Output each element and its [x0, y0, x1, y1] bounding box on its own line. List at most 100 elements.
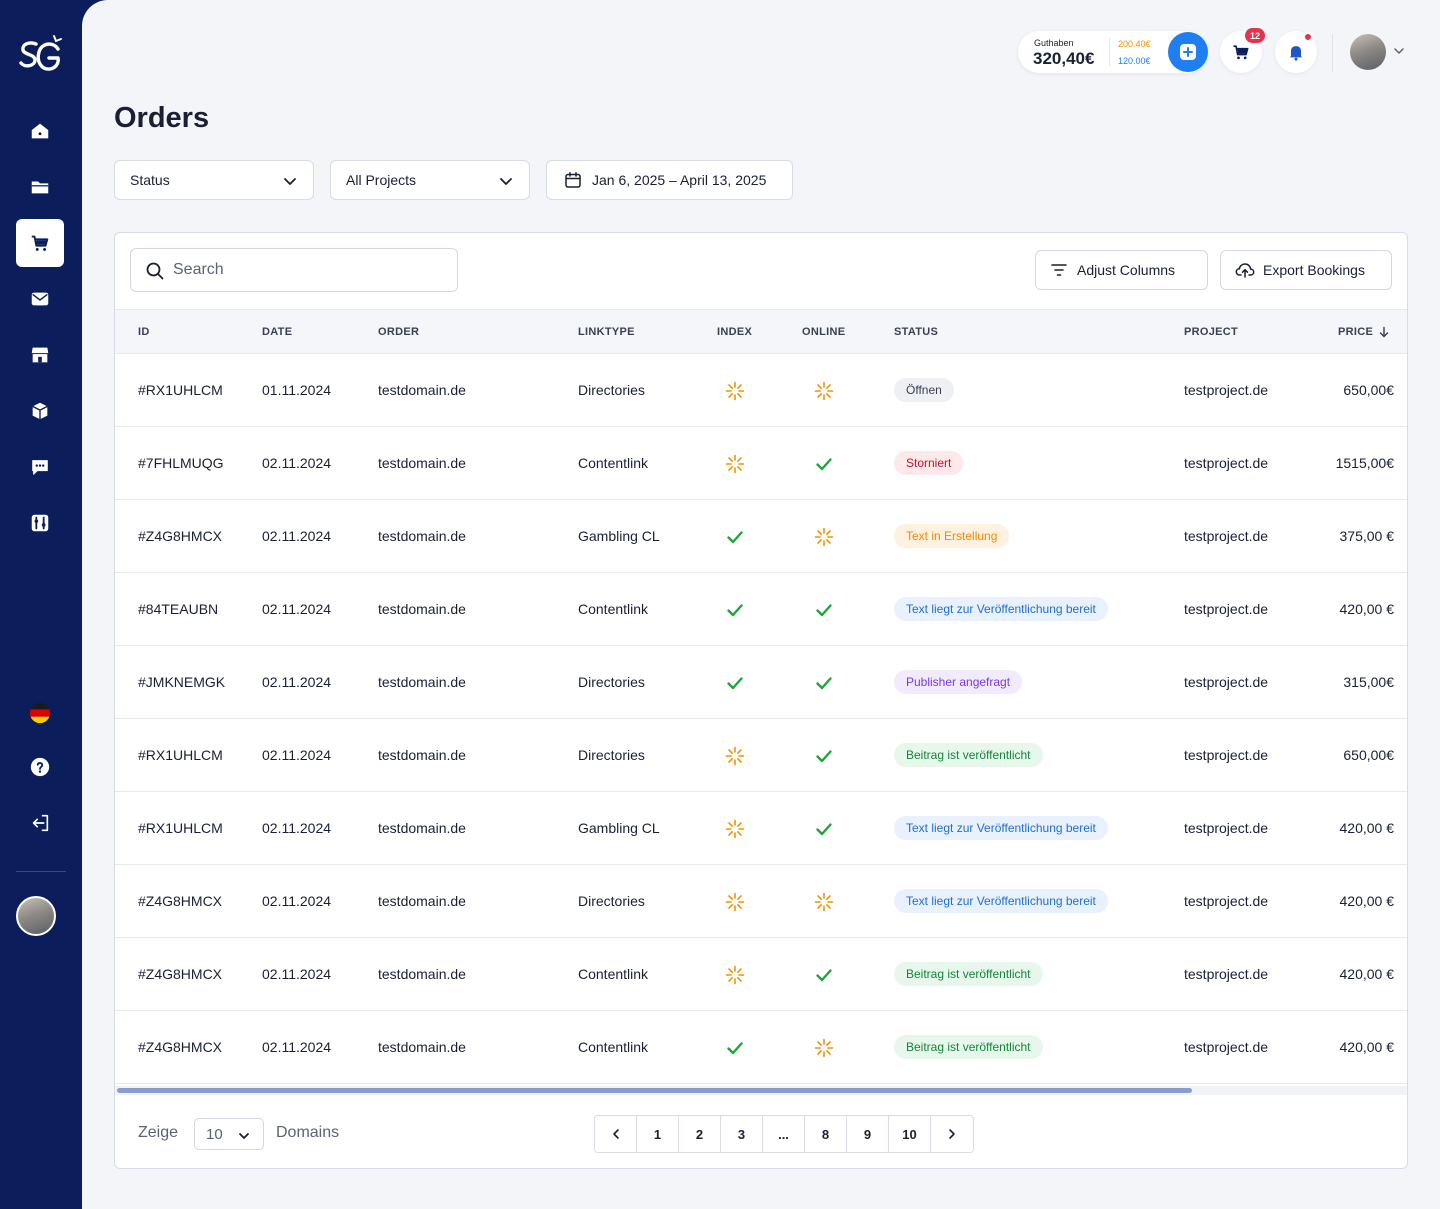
order-project[interactable]: testproject.de [1184, 893, 1269, 909]
nav-projects[interactable] [16, 163, 64, 211]
bell-icon [1289, 46, 1303, 61]
chat-icon [32, 460, 48, 475]
table-row[interactable]: #84TEAUBN 02.11.2024 testdomain.de Contentl… [115, 573, 1407, 646]
per-page-select[interactable]: 10 [194, 1118, 264, 1150]
order-id[interactable]: #Z4G8HMCX [138, 893, 223, 909]
nav-packages[interactable] [16, 387, 64, 435]
nav-home[interactable] [16, 107, 64, 155]
col-project[interactable]: PROJECT [1184, 326, 1239, 338]
order-domain[interactable]: testdomain.de [378, 966, 466, 982]
status-filter[interactable]: Status [114, 160, 314, 200]
help-button[interactable] [16, 743, 64, 791]
user-avatar[interactable] [1350, 34, 1386, 70]
order-id[interactable]: #Z4G8HMCX [138, 966, 223, 982]
page-button[interactable]: 8 [805, 1116, 847, 1152]
prev-page-button[interactable] [595, 1116, 637, 1152]
search-input[interactable] [173, 261, 457, 279]
next-page-button[interactable] [931, 1116, 973, 1152]
order-id[interactable]: #84TEAUBN [138, 601, 219, 617]
order-domain[interactable]: testdomain.de [378, 601, 466, 617]
order-id[interactable]: #RX1UHLCM [138, 820, 223, 836]
table-row[interactable]: #RX1UHLCM 01.11.2024 testdomain.de Director… [115, 354, 1407, 427]
order-domain[interactable]: testdomain.de [378, 674, 466, 690]
sidebar-avatar[interactable] [16, 896, 56, 936]
col-status[interactable]: STATUS [894, 326, 939, 338]
order-price: 420,00 € [1339, 820, 1395, 836]
order-project[interactable]: testproject.de [1184, 528, 1269, 544]
nav-orders[interactable] [16, 219, 64, 267]
horizontal-scrollbar[interactable] [115, 1086, 1407, 1095]
col-online[interactable]: ONLINE [802, 326, 846, 338]
language-switch[interactable] [16, 689, 64, 737]
table-row[interactable]: #Z4G8HMCX 02.11.2024 testdomain.de Director… [115, 865, 1407, 938]
notifications-button[interactable] [1275, 31, 1317, 73]
table-row[interactable]: #Z4G8HMCX 02.11.2024 testdomain.de Contentl… [115, 1011, 1407, 1084]
sg-logo[interactable] [18, 32, 64, 78]
order-project[interactable]: testproject.de [1184, 674, 1269, 690]
col-price[interactable]: PRICE [1338, 326, 1390, 338]
order-date: 01.11.2024 [262, 382, 332, 398]
chevron-down-icon[interactable] [1393, 45, 1405, 57]
order-id[interactable]: #Z4G8HMCX [138, 1039, 223, 1055]
col-date[interactable]: DATE [262, 326, 293, 338]
order-project[interactable]: testproject.de [1184, 1039, 1269, 1055]
loading-spinner-icon [814, 892, 834, 912]
check-icon [814, 600, 834, 620]
order-id[interactable]: #RX1UHLCM [138, 747, 223, 763]
logout-button[interactable] [16, 799, 64, 847]
project-filter[interactable]: All Projects [330, 160, 530, 200]
order-project[interactable]: testproject.de [1184, 382, 1269, 398]
order-domain[interactable]: testdomain.de [378, 893, 466, 909]
nav-messages[interactable] [16, 275, 64, 323]
chevron-down-icon [500, 178, 512, 185]
order-id[interactable]: #RX1UHLCM [138, 382, 223, 398]
table-row[interactable]: #7FHLMUQG 02.11.2024 testdomain.de Contentl… [115, 427, 1407, 500]
order-project[interactable]: testproject.de [1184, 820, 1269, 836]
status-badge: Storniert [894, 451, 964, 475]
order-domain[interactable]: testdomain.de [378, 1039, 466, 1055]
order-id[interactable]: #7FHLMUQG [138, 455, 224, 471]
col-index[interactable]: INDEX [717, 326, 753, 338]
order-project[interactable]: testproject.de [1184, 966, 1269, 982]
check-icon [725, 600, 745, 620]
page-button[interactable]: 1 [637, 1116, 679, 1152]
loading-spinner-icon [725, 381, 745, 401]
order-domain[interactable]: testdomain.de [378, 382, 466, 398]
order-domain[interactable]: testdomain.de [378, 820, 466, 836]
col-order[interactable]: ORDER [378, 326, 420, 338]
order-domain[interactable]: testdomain.de [378, 747, 466, 763]
date-range-filter[interactable]: Jan 6, 2025 – April 13, 2025 [546, 160, 793, 200]
order-project[interactable]: testproject.de [1184, 601, 1269, 617]
order-domain[interactable]: testdomain.de [378, 528, 466, 544]
nav-tools[interactable] [16, 499, 64, 547]
add-credit-button[interactable] [1168, 32, 1208, 72]
col-linktype[interactable]: LINKTYPE [578, 326, 635, 338]
loading-spinner-icon [725, 965, 745, 985]
scrollbar-thumb[interactable] [117, 1088, 1192, 1093]
order-price: 650,00€ [1343, 747, 1394, 763]
adjust-columns-button[interactable]: Adjust Columns [1035, 250, 1208, 290]
page-button[interactable]: 2 [679, 1116, 721, 1152]
order-price: 420,00 € [1339, 601, 1395, 617]
table-row[interactable]: #RX1UHLCM 02.11.2024 testdomain.de Director… [115, 719, 1407, 792]
table-row[interactable]: #RX1UHLCM 02.11.2024 testdomain.de Gambling… [115, 792, 1407, 865]
order-project[interactable]: testproject.de [1184, 455, 1269, 471]
nav-marketplace[interactable] [16, 331, 64, 379]
search-box[interactable] [130, 248, 458, 292]
table-row[interactable]: #Z4G8HMCX 02.11.2024 testdomain.de Gambling… [115, 500, 1407, 573]
order-project[interactable]: testproject.de [1184, 747, 1269, 763]
loading-spinner-icon [725, 819, 745, 839]
col-id[interactable]: ID [138, 326, 150, 338]
help-icon [30, 757, 50, 777]
order-id[interactable]: #JMKNEMGK [138, 674, 226, 690]
table-row[interactable]: #JMKNEMGK 02.11.2024 testdomain.de Director… [115, 646, 1407, 719]
nav-chat[interactable] [16, 443, 64, 491]
page-button[interactable]: 10 [889, 1116, 931, 1152]
page-button[interactable]: 3 [721, 1116, 763, 1152]
page-title: Orders [114, 102, 210, 134]
export-bookings-button[interactable]: Export Bookings [1220, 250, 1392, 290]
table-row[interactable]: #Z4G8HMCX 02.11.2024 testdomain.de Contentl… [115, 938, 1407, 1011]
order-domain[interactable]: testdomain.de [378, 455, 466, 471]
page-button[interactable]: 9 [847, 1116, 889, 1152]
order-id[interactable]: #Z4G8HMCX [138, 528, 223, 544]
